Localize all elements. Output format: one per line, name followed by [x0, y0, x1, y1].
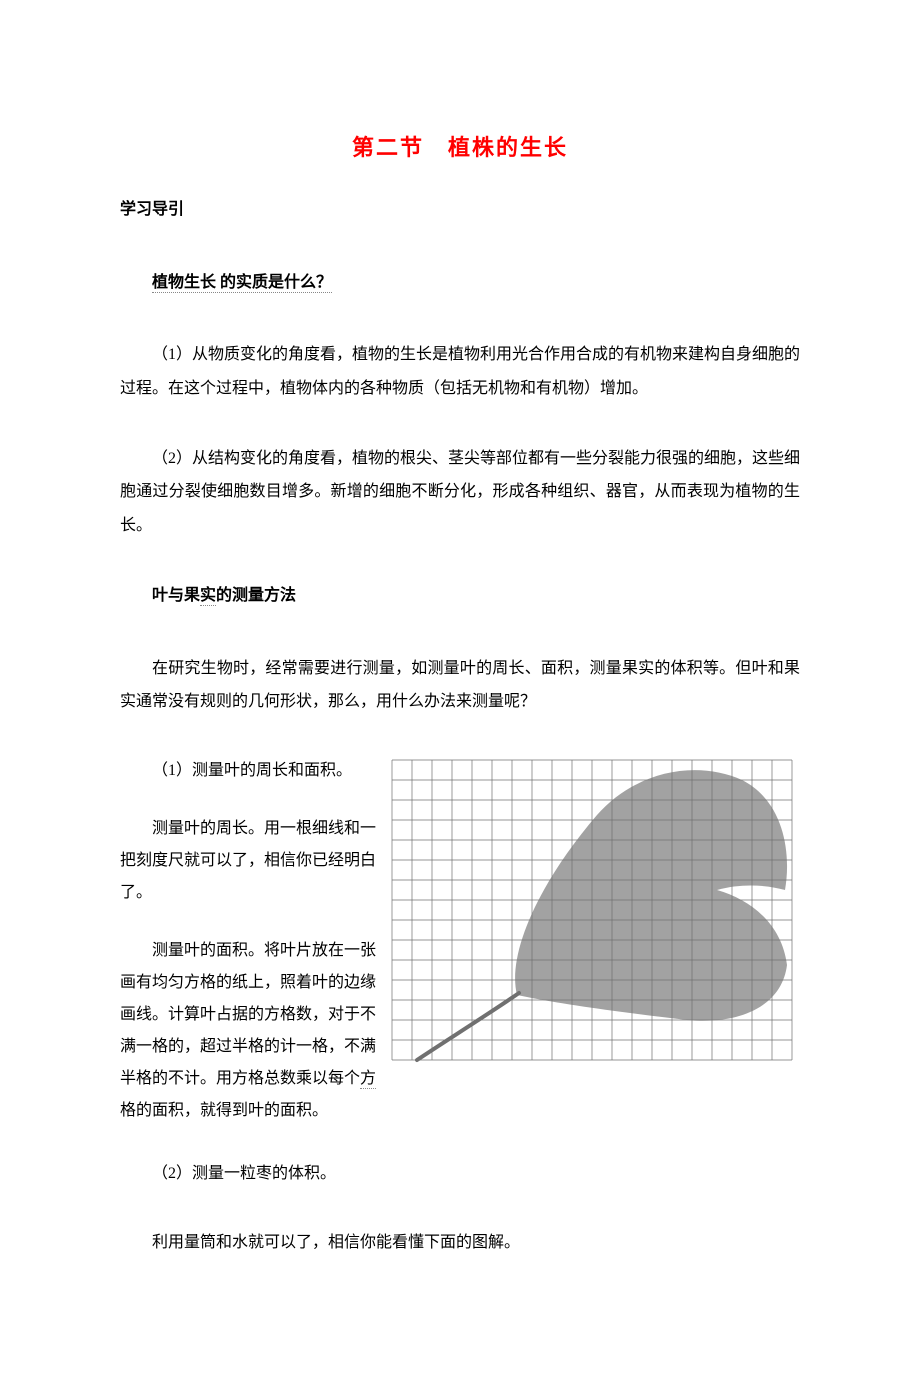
section-title: 第二节 植株的生长	[120, 130, 800, 162]
paragraph-2: （2）从结构变化的角度看，植物的根尖、茎尖等部位都有一些分裂能力很强的细胞，这些…	[120, 442, 800, 543]
h-q2-part-a: 叶与果	[152, 587, 200, 604]
h-q2-part-b: 实	[200, 587, 216, 606]
heading-question-1: 植物生长 的实质是什么？	[120, 265, 800, 300]
leaf-grid-figure	[384, 755, 800, 1065]
p6-b: 方	[360, 1070, 376, 1089]
p6-a: 测量叶的面积。将叶片放在一张画有均匀方格的纸上，照着叶的边缘画线。计算叶占据的方…	[120, 942, 376, 1087]
left-text-column: （1）测量叶的周长和面积。 测量叶的周长。用一根细线和一把刻度尺就可以了，相信你…	[120, 755, 380, 1127]
leaf-measurement-section: （1）测量叶的周长和面积。 测量叶的周长。用一根细线和一把刻度尺就可以了，相信你…	[120, 755, 800, 1127]
heading-q1-text: 植物生长 的实质是什么？	[152, 274, 332, 293]
paragraph-6: 测量叶的面积。将叶片放在一张画有均匀方格的纸上，照着叶的边缘画线。计算叶占据的方…	[120, 935, 380, 1127]
grid-lines	[392, 760, 792, 1060]
paragraph-5: 测量叶的周长。用一根细线和一把刻度尺就可以了，相信你已经明白了。	[120, 813, 380, 909]
document-page: 第二节 植株的生长 学习导引 植物生长 的实质是什么？ （1）从物质变化的角度看…	[0, 0, 920, 1376]
paragraph-3: 在研究生物时，经常需要进行测量，如测量叶的周长、面积，测量果实的体积等。但叶和果…	[120, 652, 800, 719]
p6-c: 格的面积，就得到叶的面积。	[120, 1102, 328, 1119]
heading-q1-dotted: 植物生长 的实质是什么？	[152, 274, 332, 293]
paragraph-8: 利用量筒和水就可以了，相信你能看懂下面的图解。	[120, 1226, 800, 1260]
paragraph-7: （2）测量一粒枣的体积。	[120, 1157, 800, 1191]
paragraph-4: （1）测量叶的周长和面积。	[120, 755, 380, 787]
h-q2-part-c: 的测量方法	[216, 587, 296, 604]
heading-question-2: 叶与果实的测量方法	[120, 578, 800, 613]
heading-intro: 学习导引	[120, 192, 800, 227]
leaf-grid-svg	[387, 755, 797, 1065]
paragraph-1: （1）从物质变化的角度看，植物的生长是植物利用光合作用合成的有机物来建构自身细胞…	[120, 338, 800, 405]
